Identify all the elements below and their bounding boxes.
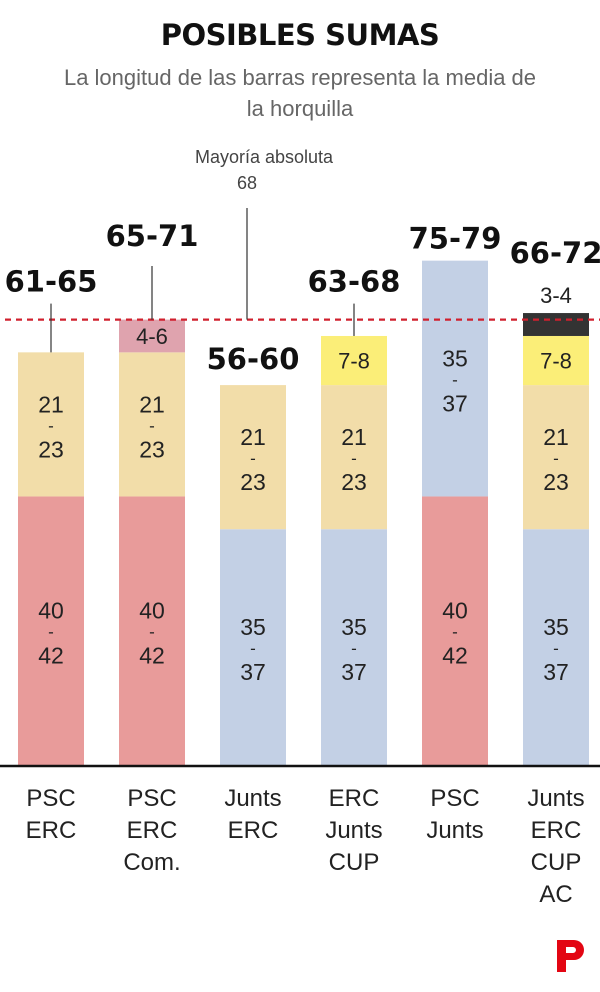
bar-segment-junts [220,529,286,765]
segment-label: - [553,639,559,658]
chart-title: POSIBLES SUMAS [160,18,440,52]
segment-label: 37 [442,391,468,417]
bar-segment-psc [18,496,84,765]
segment-label: 23 [543,469,569,495]
brand-logo [557,940,584,972]
segment-label: 21 [240,424,266,450]
segment-label: - [351,449,357,468]
segment-label: 23 [139,436,165,462]
segment-label: - [452,371,458,390]
range-label: 66-72 [510,236,600,270]
segment-label: 42 [38,643,64,669]
bar-segment-erc [523,385,589,530]
segment-label: 40 [442,598,468,624]
segment-label: 40 [38,598,64,624]
segment-label: 23 [38,436,64,462]
segment-label: - [553,449,559,468]
bar-segment-ac [523,313,589,336]
segment-label: - [149,623,155,642]
segment-label: 35 [442,346,468,372]
range-label: 75-79 [409,222,502,256]
segment-label: 35 [240,614,266,640]
segment-label: 21 [139,391,165,417]
segment-label: - [149,416,155,435]
range-label: 61-65 [5,265,98,299]
category-label: Junts [527,785,584,812]
segment-label: 37 [341,659,367,685]
segment-label: 7-8 [540,349,572,374]
bar-segment-erc [220,385,286,530]
segment-label: 7-8 [338,349,370,374]
segment-label: 37 [543,659,569,685]
segment-label: 40 [139,598,165,624]
category-label: Com. [123,849,180,876]
bar-segment-cup [321,335,387,386]
chart-subtitle: La longitud de las barras representa la … [63,65,537,121]
category-label: ERC [228,817,279,844]
range-label: 65-71 [106,219,199,253]
category-label: AC [539,881,572,908]
segment-label: 35 [543,614,569,640]
segment-label: 23 [341,469,367,495]
segment-label: - [48,623,54,642]
segment-label: 42 [442,643,468,669]
segment-label: 21 [341,424,367,450]
category-label: Junts [426,817,483,844]
bar-segment-erc [321,385,387,530]
category-label: CUP [531,849,582,876]
bar-segment-junts [422,260,488,497]
majority-label: Mayoría absoluta [195,147,334,167]
segment-label: 3-4 [540,283,572,308]
category-label: Junts [325,817,382,844]
segment-label: - [351,639,357,658]
majority-value: 68 [237,173,257,193]
segment-label: - [250,639,256,658]
category-label: PSC [430,785,479,812]
bar-segment-cup [523,335,589,386]
category-label: ERC [26,817,77,844]
range-label: 63-68 [308,265,401,299]
segment-label: 23 [240,469,266,495]
segment-label: 42 [139,643,165,669]
category-label: PSC [26,785,75,812]
bar-segment-junts [523,529,589,765]
segment-label: 35 [341,614,367,640]
bar-segment-erc [119,352,185,497]
range-label: 56-60 [207,342,300,376]
bar-segment-psc [422,496,488,765]
bar-segment-junts [321,529,387,765]
category-label: PSC [127,785,176,812]
segment-label: 21 [38,391,64,417]
bar-segment-psc [119,496,185,765]
segment-label: 37 [240,659,266,685]
segment-label: 21 [543,424,569,450]
category-label: ERC [329,785,380,812]
bar-segment-erc [18,352,84,497]
category-label: ERC [531,817,582,844]
segment-label: - [48,416,54,435]
segment-label: 4-6 [136,324,168,349]
segment-label: - [250,449,256,468]
category-label: CUP [329,849,380,876]
category-label: Junts [224,785,281,812]
segment-label: - [452,623,458,642]
category-label: ERC [127,817,178,844]
bar-segment-comuns [119,319,185,353]
